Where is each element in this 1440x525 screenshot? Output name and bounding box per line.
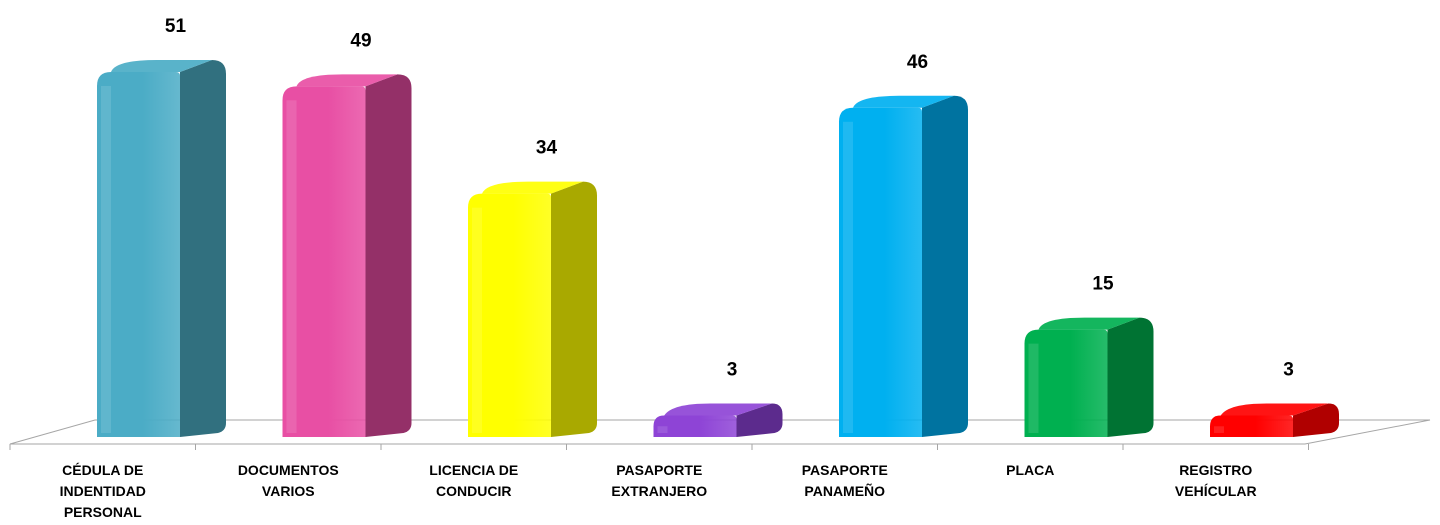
bar — [468, 181, 597, 437]
bar — [839, 95, 968, 438]
bar-front — [653, 415, 737, 437]
bar-highlight — [101, 86, 111, 433]
bar-top — [1220, 403, 1329, 416]
bars — [97, 60, 1339, 438]
bar-highlight — [1028, 343, 1039, 433]
bar-side — [736, 403, 783, 437]
bar-top — [111, 60, 212, 72]
category-labels: CÉDULA DE INDENTIDAD PERSONAL DOCUMENTOS VAR… — [60, 462, 1257, 520]
x-axis-ticks — [9, 444, 1309, 450]
category-label: REGISTRO VEHÍCULAR — [1175, 462, 1257, 499]
bar — [1210, 403, 1339, 437]
category-label: PASAPORTE EXTRANJERO — [611, 462, 707, 499]
data-label: 34 — [536, 138, 558, 159]
bar-front — [468, 193, 551, 437]
data-label: 49 — [350, 30, 371, 51]
data-label: 51 — [165, 16, 187, 37]
bar-side — [180, 60, 226, 437]
bar-side — [365, 74, 412, 438]
bar-top — [1038, 317, 1140, 330]
category-label: PLACA — [1006, 462, 1054, 478]
bar-highlight — [657, 426, 668, 433]
category-label: PASAPORTE PANAMEÑO — [802, 462, 888, 499]
bar-front — [282, 86, 366, 438]
bar-top — [664, 403, 772, 416]
bar — [1024, 317, 1154, 437]
bar-highlight — [286, 100, 297, 434]
bar-front — [1024, 329, 1108, 437]
bar-highlight — [472, 207, 482, 433]
bar-top — [482, 181, 583, 194]
bar-front — [1210, 415, 1293, 437]
bar-front — [839, 107, 922, 438]
data-label: 3 — [727, 360, 738, 381]
data-label: 46 — [907, 52, 928, 73]
bar-front — [97, 72, 180, 437]
bar-highlight — [1214, 426, 1224, 433]
category-label: DOCUMENTOS VARIOS — [238, 462, 339, 499]
category-label: LICENCIA DE CONDUCIR — [429, 462, 518, 499]
bar-side — [922, 95, 968, 438]
bar-top — [296, 74, 398, 87]
data-label: 3 — [1283, 360, 1294, 381]
bar-side — [1293, 403, 1339, 437]
bar — [653, 403, 783, 437]
bar — [282, 74, 412, 438]
bar-top — [853, 95, 954, 108]
data-labels: 51 49 34 3 46 15 3 — [165, 16, 1294, 381]
category-label: CÉDULA DE INDENTIDAD PERSONAL — [60, 462, 146, 520]
bar-side — [551, 181, 597, 437]
bar-side — [1107, 317, 1154, 437]
bar — [97, 60, 226, 437]
data-label: 15 — [1092, 274, 1114, 295]
bar-highlight — [843, 121, 853, 434]
